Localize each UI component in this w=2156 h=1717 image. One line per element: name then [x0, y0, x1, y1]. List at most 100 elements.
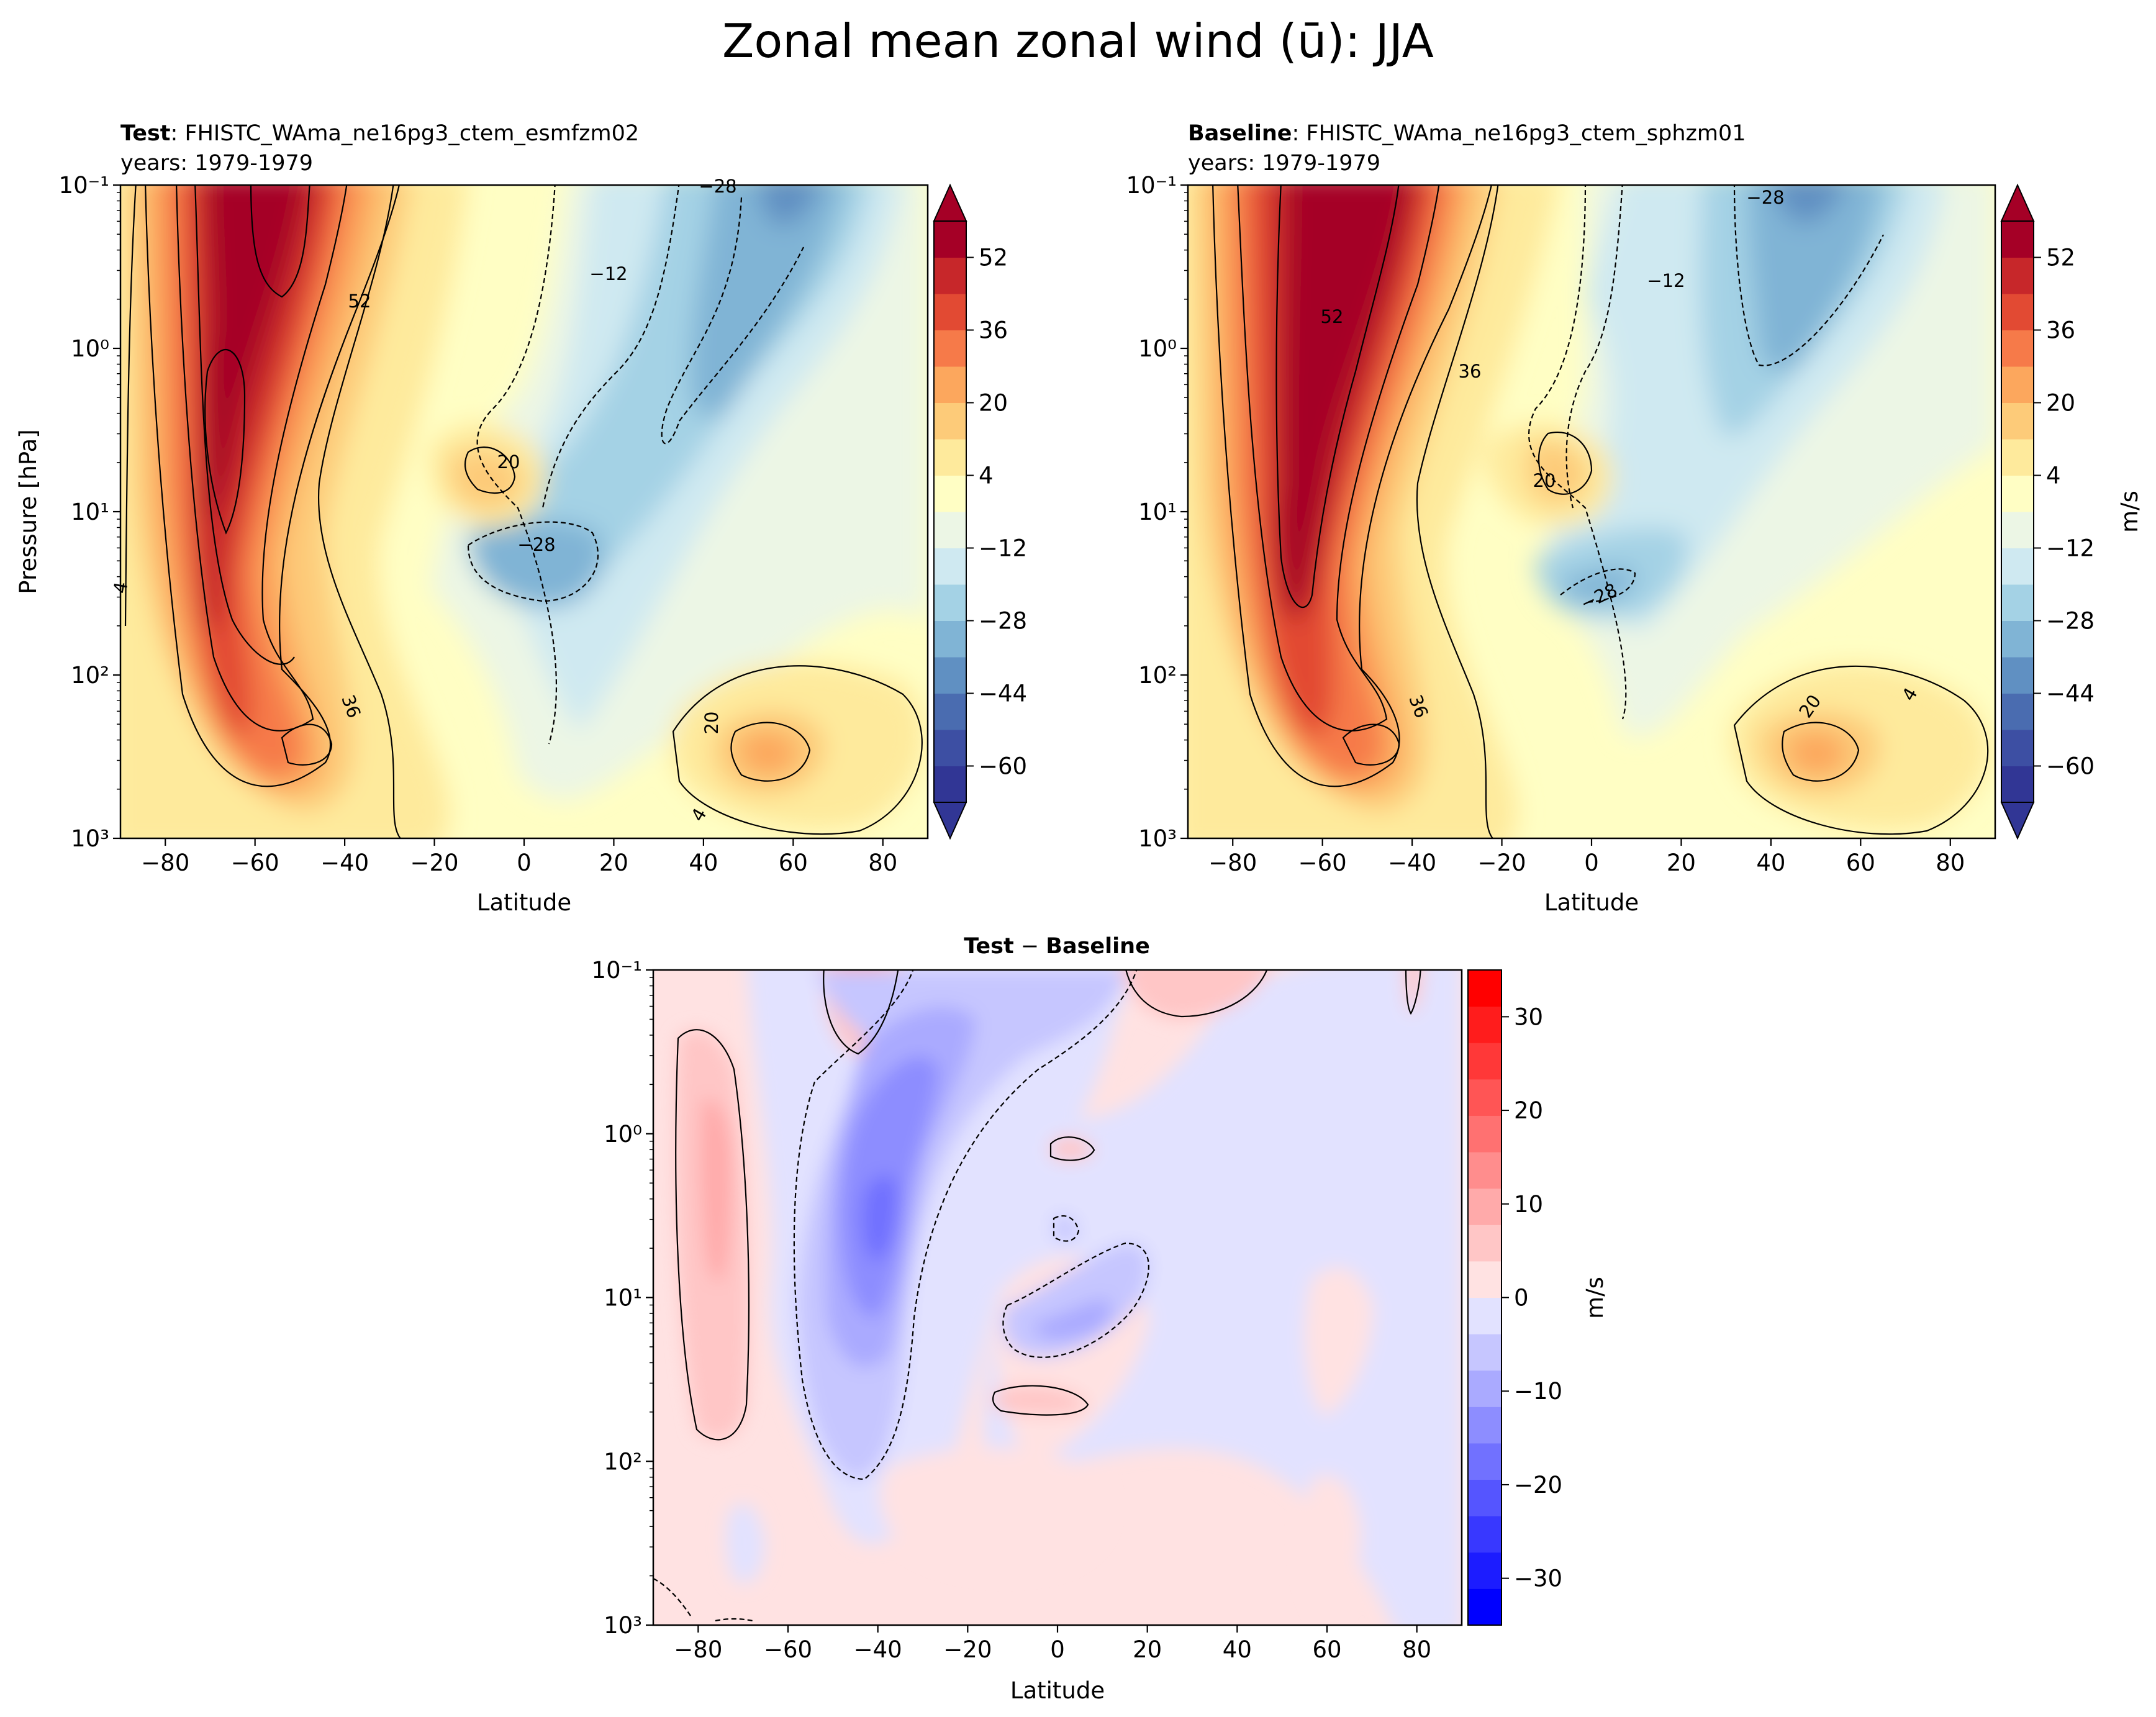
diff-ytick-label: 10³	[604, 1612, 642, 1639]
test-contour-m28b	[467, 521, 599, 602]
diff-contour-p5f	[992, 1385, 1089, 1416]
baseline-cbar-segment	[2001, 221, 2034, 258]
test-cbar-segment	[934, 257, 966, 294]
test-cbar-segment	[934, 221, 966, 258]
baseline-fill-52	[1279, 185, 1410, 620]
diff-xtick-label: −80	[674, 1636, 722, 1663]
diff-xtick-label: 80	[1402, 1636, 1431, 1663]
baseline-cbar-segment	[2001, 730, 2034, 766]
baseline-title-bold: Baseline	[1188, 121, 1292, 146]
diff-xtick-label: 60	[1312, 1636, 1341, 1663]
baseline-xtick-label: 20	[1667, 849, 1696, 876]
diff-colorbar: 30 20 10 0 −10 −20 −30	[1467, 969, 1562, 1626]
diff-fill-p5d	[1405, 970, 1423, 1013]
test-clabel-20: 20	[497, 451, 520, 473]
test-contour-lines	[124, 185, 923, 838]
baseline-ytick-label: 10²	[1138, 662, 1177, 689]
baseline-cbar-segment	[2001, 330, 2034, 367]
diff-fill-p5e	[1051, 1137, 1094, 1161]
test-contour-m28	[661, 197, 804, 445]
diff-cbar-segment	[1468, 1006, 1502, 1043]
baseline-contour-4b	[1733, 665, 1989, 835]
baseline-fill-m28	[1747, 185, 1882, 373]
baseline-contour-lines-neg	[1528, 185, 1884, 720]
test-cbar-tick-label: 20	[979, 390, 1008, 417]
baseline-yticks: 10⁻¹ 10⁰ 10¹ 10² 10³	[1126, 172, 1188, 852]
test-years: years: 1979-1979	[120, 151, 313, 176]
baseline-cbar-segment	[2001, 657, 2034, 694]
test-xtick-label: 20	[599, 849, 628, 876]
diff-contour-p5e	[1049, 1136, 1095, 1161]
baseline-clabel-36: 36	[1459, 361, 1482, 382]
test-cbar-segment	[934, 548, 966, 585]
diff-xtick-label: 20	[1133, 1636, 1162, 1663]
test-cbar-segment	[934, 366, 966, 403]
baseline-cbar-tick-label: −44	[2046, 681, 2095, 707]
diff-cbar-segment	[1468, 1516, 1502, 1553]
test-contour-4	[124, 185, 137, 627]
diff-fill-p10	[700, 1099, 732, 1282]
baseline-xtick-label: −60	[1298, 849, 1347, 876]
diff-yticks: 10⁻¹ 10⁰ 10¹ 10² 10³	[592, 957, 653, 1639]
baseline-cbar-tick-label: −12	[2046, 535, 2095, 562]
baseline-contour-m28	[1733, 185, 1884, 366]
baseline-cbar-segment	[2001, 366, 2034, 403]
baseline-cbar-segment	[2001, 548, 2034, 585]
diff-cbar-tick-label: 30	[1514, 1003, 1543, 1030]
baseline-cbar-frame	[2001, 220, 2034, 803]
test-cbar-segment	[934, 439, 966, 476]
diff-fills	[676, 970, 1462, 1625]
baseline-cbar-tick-label: 52	[2046, 245, 2075, 271]
test-cbar-segment	[934, 294, 966, 330]
test-ylabel: Pressure [hPa]	[15, 429, 42, 594]
test-contour-4b	[317, 185, 402, 838]
diff-cbar-tick-label: −20	[1514, 1472, 1562, 1498]
baseline-cbar-segment	[2001, 584, 2034, 621]
diff-cbar-tick-label: 10	[1514, 1191, 1543, 1218]
baseline-ytick-label: 10³	[1138, 825, 1177, 852]
test-xtick-label: 80	[868, 849, 897, 876]
baseline-cbar-segment	[2001, 766, 2034, 803]
baseline-contour-36	[1237, 185, 1440, 732]
diff-ytick-label: 10¹	[604, 1285, 642, 1312]
baseline-contour-m12	[1565, 185, 1623, 509]
baseline-fill-nh-20	[1788, 731, 1846, 776]
diff-colorbar-label: m/s	[1582, 1277, 1608, 1319]
baseline-colorbar-label: m/s	[2116, 491, 2143, 533]
diff-cbar-segment	[1468, 1261, 1502, 1298]
test-cbar-extend-top	[933, 183, 967, 222]
test-xlabel: Latitude	[477, 889, 571, 916]
test-contour-52	[204, 349, 246, 535]
test-fill-blob-12	[449, 449, 524, 510]
diff-ytick-label: 10⁰	[604, 1121, 642, 1148]
baseline-ytick-label: 10⁰	[1138, 335, 1177, 362]
test-contour-36	[176, 185, 348, 732]
test-contour-4c	[672, 665, 923, 835]
diff-cbar-segment	[1468, 1588, 1502, 1626]
test-yticks: 10⁻¹ 10⁰ 10¹ 10² 10³	[59, 172, 120, 852]
diff-fill-m20	[862, 1175, 899, 1262]
test-contour-20c	[730, 722, 811, 782]
baseline-xtick-label: 40	[1756, 849, 1785, 876]
diff-contour-p5b	[823, 970, 899, 1055]
test-cbar-tick-label: 4	[979, 463, 994, 489]
diff-contour-m5e	[715, 1618, 753, 1622]
diff-ytick-label: 10⁻¹	[592, 957, 642, 984]
test-clabel-m28b: −28	[517, 534, 555, 555]
baseline-title: Baseline: FHISTC_WAma_ne16pg3_ctem_sphzm…	[1188, 121, 1746, 146]
test-cbar-tick-label: −12	[979, 535, 1027, 562]
baseline-plot-area: −28 −12 52 36 20 −28 36 20 4 −80 −60 −40 −2…	[1126, 172, 1996, 876]
diff-cbar-segment	[1468, 1370, 1502, 1407]
test-cbar-frame	[933, 220, 967, 803]
diff-contour-m5d	[653, 1578, 691, 1616]
diff-cbar-segment	[1468, 1079, 1502, 1116]
diff-fill-p0c	[1305, 1267, 1374, 1417]
test-fill-52	[201, 185, 306, 518]
diff-fill-m0d	[726, 1503, 765, 1583]
test-clabel-m28: −28	[699, 176, 736, 197]
baseline-clabel-20: 20	[1533, 470, 1556, 491]
diff-cbar-segment	[1468, 1407, 1502, 1444]
diff-xtick-label: −40	[854, 1636, 902, 1663]
test-cbar-segment	[934, 657, 966, 694]
test-contour-m4	[476, 185, 557, 745]
